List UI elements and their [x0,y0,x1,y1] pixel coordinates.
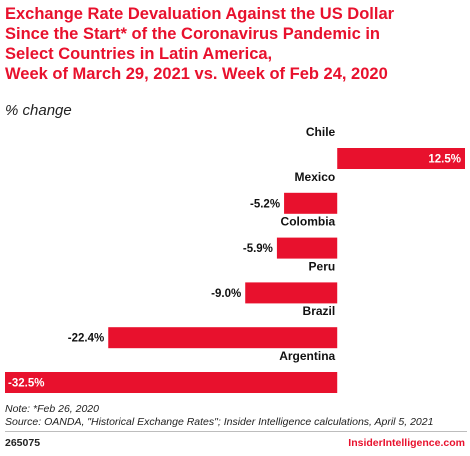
data-label: -5.2% [250,198,280,210]
brand-link[interactable]: InsiderIntelligence.com [348,437,465,449]
category-label: Peru [309,259,336,273]
data-label: -22.4% [68,333,104,345]
chart-subtitle: % change [5,102,72,119]
category-label: Colombia [281,215,336,229]
category-label: Mexico [295,170,336,184]
data-label: -9.0% [211,288,241,300]
footnote-note: Note: *Feb 26, 2020 [5,403,99,415]
data-label: 12.5% [428,154,461,166]
bar [108,327,338,349]
data-label: -5.9% [243,243,273,255]
category-label: Chile [306,125,336,139]
chart-id: 265075 [5,437,41,449]
footnote-source: Source: OANDA, "Historical Exchange Rate… [5,416,434,428]
data-label: -32.5% [8,378,44,390]
bar [337,148,465,169]
bar [5,372,338,393]
footer-divider [5,431,467,432]
bar-chart: Chile 12.5% Mexico -5.2%Colombia -5.9% Peru -9… [5,125,465,393]
bar [276,237,338,259]
category-label: Brazil [303,304,336,318]
category-label: Argentina [279,349,335,363]
chart-title: Exchange Rate Devaluation Against the US… [5,5,395,83]
bar [245,282,338,304]
footnote: Note: *Feb 26, 2020 Source: OANDA, "Hist… [5,403,465,429]
bar [284,192,338,214]
